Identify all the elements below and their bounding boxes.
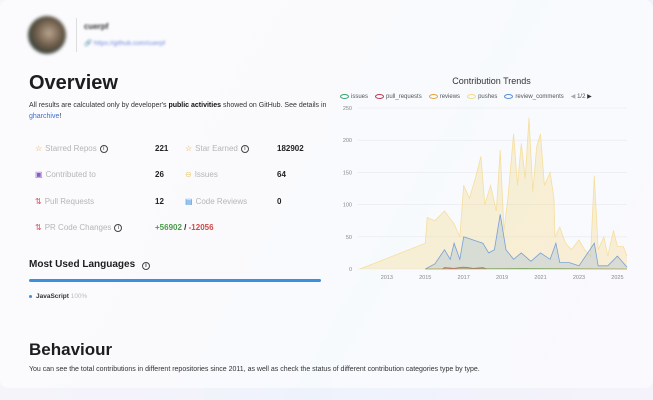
overview-title: Overview: [29, 72, 118, 94]
avatar[interactable]: [28, 16, 66, 54]
stat-star-earned: ☆ Star Earned i: [185, 144, 249, 153]
legend-marker: [340, 94, 349, 99]
chart-legend: issues pull_requests reviews pushes review_c…: [340, 93, 592, 100]
y-tick-label: 0: [349, 267, 352, 273]
stat-contributed-to: ▣ Contributed to: [35, 170, 96, 179]
issue-icon: ⊖: [185, 170, 192, 179]
legend-marker: [375, 94, 385, 99]
divider: [76, 18, 77, 52]
star-icon: ☆: [35, 144, 43, 153]
languages-title: Most Used Languages i: [29, 259, 150, 270]
x-tick-label: 2025: [611, 275, 623, 281]
info-icon[interactable]: i: [240, 144, 249, 153]
language-item: JavaScript 100%: [29, 293, 87, 300]
legend-marker: [467, 94, 477, 99]
legend-marker: [428, 94, 438, 99]
gharchive-link[interactable]: gharchive: [29, 113, 60, 120]
next-page-icon[interactable]: ▶: [587, 94, 592, 100]
stat-value: 12: [155, 197, 164, 206]
code-changes-value: +56902 / -12056: [155, 223, 214, 232]
series-area-review_comments: [425, 214, 627, 269]
chart-title: Contribution Trends: [452, 76, 531, 86]
x-tick-label: 2015: [419, 275, 431, 281]
series-area-pushes: [359, 117, 627, 269]
y-tick-label: 150: [343, 170, 352, 176]
info-icon[interactable]: i: [114, 223, 123, 232]
stat-value: 221: [155, 144, 169, 153]
y-tick-label: 200: [343, 138, 352, 144]
stat-value: 64: [277, 170, 286, 179]
legend-item-pull_requests[interactable]: pull_requests: [375, 94, 422, 100]
stat-pr-code-changes: ⇅ PR Code Changes i: [35, 223, 123, 232]
review-icon: ▤: [185, 197, 193, 206]
language-dot: [29, 294, 32, 298]
series-line-pull_requests: [442, 266, 487, 270]
legend-item-reviews[interactable]: reviews: [428, 94, 460, 100]
link-icon: 🔗: [84, 40, 94, 47]
y-tick-label: 250: [343, 106, 352, 112]
info-icon[interactable]: i: [99, 144, 108, 153]
series-line-review_comments: [425, 214, 628, 270]
prev-page-icon[interactable]: ◀: [570, 94, 576, 100]
x-tick-label: 2019: [496, 275, 508, 281]
stat-value: 26: [155, 170, 164, 179]
star-icon: ☆: [185, 144, 193, 153]
legend-item-pushes[interactable]: pushes: [467, 94, 497, 100]
x-tick-label: 2021: [534, 275, 546, 281]
stat-value: 182902: [277, 144, 304, 153]
pull-request-icon: ⇅: [35, 197, 42, 206]
info-icon[interactable]: i: [141, 262, 150, 270]
behaviour-description: You can see the total contributions in d…: [29, 366, 480, 373]
series-line-pushes: [359, 117, 628, 270]
behaviour-title: Behaviour: [29, 340, 113, 359]
x-tick-label: 2013: [381, 275, 393, 281]
language-bar: [29, 279, 321, 282]
profile-link[interactable]: 🔗 https://github.com/cuerpf: [84, 40, 166, 47]
stat-starred-repos: ☆ Starred Repos i: [35, 144, 108, 153]
y-tick-label: 50: [346, 235, 352, 241]
username: cuerpf: [84, 22, 109, 31]
repo-icon: ▣: [35, 170, 43, 179]
stat-value: 0: [277, 197, 282, 206]
x-tick-label: 2017: [458, 275, 470, 281]
legend-marker: [504, 94, 514, 99]
profile-card: [0, 0, 653, 388]
overview-description: All results are calculated only by devel…: [29, 102, 327, 120]
stat-code-reviews: ▤ Code Reviews: [185, 197, 248, 206]
legend-item-issues[interactable]: issues: [340, 94, 368, 100]
stat-pull-requests: ⇅ Pull Requests: [35, 197, 95, 206]
legend-item-review_comments[interactable]: review_comments: [504, 94, 564, 100]
contribution-chart: 0 50 100 150 200 250 2013 2015 2017 2019 2021 2023 2…: [343, 106, 628, 281]
pull-request-icon: ⇅: [35, 223, 42, 232]
y-tick-label: 100: [343, 203, 352, 209]
legend-pager[interactable]: ◀ 1/2 ▶: [570, 94, 592, 100]
stat-issues: ⊖ Issues: [185, 170, 218, 179]
x-tick-label: 2023: [573, 275, 585, 281]
